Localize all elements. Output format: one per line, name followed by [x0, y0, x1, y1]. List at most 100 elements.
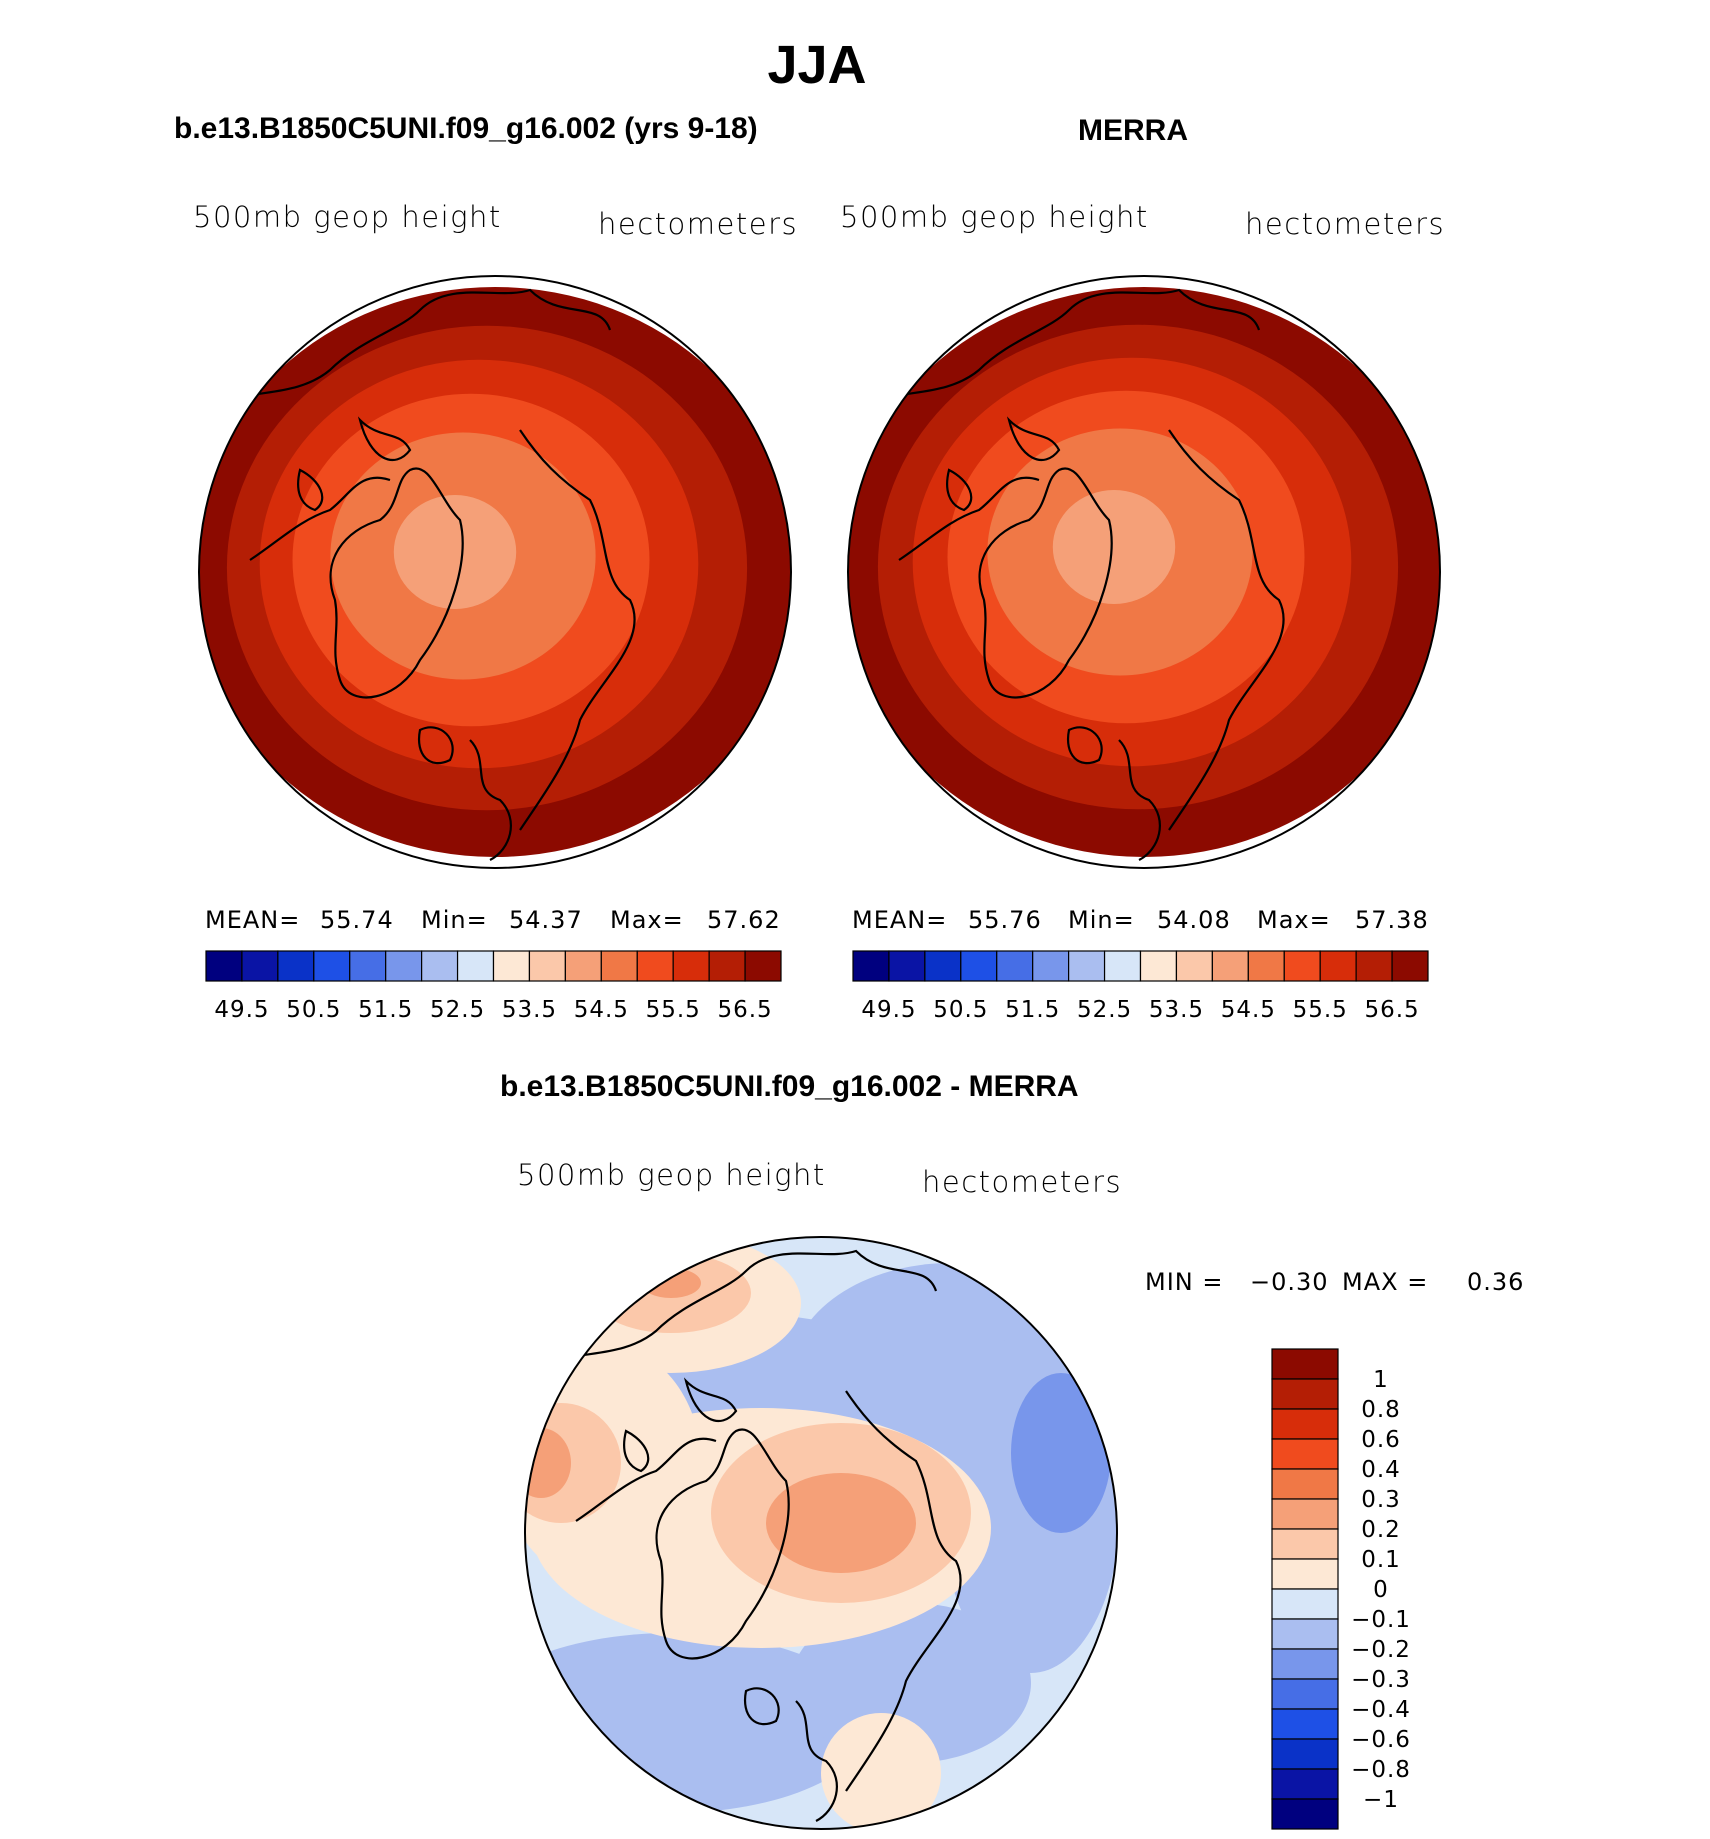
- colorbar-tick-label: 54.5: [1221, 997, 1276, 1023]
- colorbar-swatch: [564, 950, 602, 982]
- colorbar-swatch: [1271, 1408, 1339, 1440]
- colorbar-tick-label: 50.5: [933, 997, 988, 1023]
- panel2-min: 54.08: [1157, 906, 1231, 934]
- panel2-units: hectometers: [1245, 207, 1446, 241]
- colorbar-tick-label: 0.8: [1361, 1397, 1401, 1423]
- diff-contour-band: [1011, 1373, 1111, 1533]
- diff-variable: 500mb geop height: [517, 1158, 826, 1192]
- colorbar-tick-label: 51.5: [1005, 997, 1060, 1023]
- colorbar-swatch: [385, 950, 423, 982]
- diff-coastlines: [555, 1249, 962, 1822]
- panel2-coastlines: [878, 288, 1285, 861]
- colorbar-swatch: [1391, 950, 1429, 982]
- colorbar-tick-label: 56.5: [1364, 997, 1419, 1023]
- colorbar-tick-label: 52.5: [430, 997, 485, 1023]
- colorbar-tick-label: 0.2: [1361, 1517, 1401, 1543]
- diff-map: [524, 1236, 1118, 1830]
- colorbar-tick-label: 0: [1373, 1577, 1389, 1603]
- panel1-variable: 500mb geop height: [193, 200, 502, 234]
- diff-min: −0.30: [1250, 1268, 1329, 1296]
- panel1-max-label: Max=: [610, 906, 684, 934]
- colorbar-tick-label: 49.5: [861, 997, 916, 1023]
- panel1-coastlines: [229, 288, 636, 861]
- colorbar-swatch: [1271, 1798, 1339, 1830]
- colorbar-swatch: [1271, 1618, 1339, 1650]
- colorbar-swatch: [277, 950, 315, 982]
- colorbar-swatch: [1032, 950, 1070, 982]
- colorbar-swatch: [241, 950, 279, 982]
- panel1-units: hectometers: [598, 207, 799, 241]
- colorbar-swatch: [456, 950, 495, 982]
- colorbar-tick-label: −0.6: [1351, 1727, 1411, 1753]
- colorbar-swatch: [600, 950, 638, 982]
- diff-units: hectometers: [922, 1165, 1123, 1199]
- colorbar-tick-label: −0.2: [1351, 1637, 1411, 1663]
- panel1-max: 57.62: [707, 906, 781, 934]
- colorbar-swatch: [1271, 1648, 1339, 1680]
- colorbar-swatch: [1175, 950, 1213, 982]
- diff-max-label: MAX =: [1342, 1268, 1429, 1296]
- panel1-min-label: Min=: [421, 906, 488, 934]
- colorbar-tick-label: 53.5: [502, 997, 557, 1023]
- colorbar-tick-label: 55.5: [646, 997, 701, 1023]
- diff-max: 0.36: [1467, 1268, 1525, 1296]
- colorbar-swatch: [1271, 1348, 1339, 1380]
- colorbar-swatch: [1271, 1438, 1339, 1470]
- panel2-map: [847, 275, 1441, 869]
- colorbar-swatch: [1211, 950, 1249, 982]
- contour-band: [1052, 490, 1176, 604]
- diff-contour-band: [641, 1268, 701, 1298]
- diff-min-label: MIN =: [1145, 1268, 1224, 1296]
- colorbar-tick-label: 53.5: [1149, 997, 1204, 1023]
- colorbar-tick-label: 0.4: [1361, 1457, 1401, 1483]
- panel2-colorbar: 49.5 50.5 51.5 52.5 53.5 54.5 55.5 56.5: [852, 950, 1429, 1023]
- colorbar-swatch: [1271, 1468, 1339, 1500]
- colorbar-swatch: [205, 950, 243, 982]
- colorbar-tick-label: 0.3: [1361, 1487, 1401, 1513]
- colorbar-tick-label: −1: [1363, 1787, 1399, 1813]
- colorbar-swatch: [852, 950, 890, 982]
- colorbar-swatch: [1103, 950, 1142, 982]
- colorbar-swatch: [1139, 950, 1178, 982]
- colorbar-swatch: [349, 950, 387, 982]
- panel1-colorbar: 49.5 50.5 51.5 52.5 53.5 54.5 55.5 56.5: [205, 950, 782, 1023]
- colorbar-swatch: [1271, 1528, 1339, 1560]
- colorbar-swatch: [1271, 1678, 1339, 1710]
- colorbar-swatch: [1271, 1738, 1339, 1770]
- panel1-mean-label: MEAN=: [205, 906, 301, 934]
- panel2-mean-label: MEAN=: [852, 906, 948, 934]
- colorbar-tick-label: 0.6: [1361, 1427, 1401, 1453]
- main-title: JJA: [767, 35, 867, 95]
- colorbar-swatch: [1271, 1708, 1339, 1740]
- colorbar-tick-label: −0.1: [1351, 1607, 1411, 1633]
- panel2-variable: 500mb geop height: [840, 200, 1149, 234]
- panel1-case-title: b.e13.B1850C5UNI.f09_g16.002 (yrs 9-18): [174, 112, 758, 145]
- colorbar-swatch: [996, 950, 1034, 982]
- colorbar-swatch: [1068, 950, 1106, 982]
- colorbar-swatch: [960, 950, 998, 982]
- panel2-mean: 55.76: [968, 906, 1042, 934]
- colorbar-swatch: [528, 950, 566, 982]
- colorbar-swatch: [744, 950, 782, 982]
- colorbar-swatch: [1271, 1768, 1339, 1800]
- colorbar-swatch: [1283, 950, 1321, 982]
- colorbar-swatch: [1271, 1558, 1339, 1590]
- diff-colorbar: 1 0.8 0.6 0.4 0.3 0.2 0.1 0 −0.1 −0.2 −0.3 −0.4 −0.6…: [1271, 1348, 1411, 1830]
- panel2-min-label: Min=: [1068, 906, 1135, 934]
- panel1-mean: 55.74: [320, 906, 394, 934]
- colorbar-tick-label: 50.5: [286, 997, 341, 1023]
- diff-case-title: b.e13.B1850C5UNI.f09_g16.002 - MERRA: [500, 1070, 1079, 1103]
- colorbar-tick-label: 0.1: [1361, 1547, 1401, 1573]
- panel1-map: [198, 275, 792, 869]
- colorbar-tick-label: 55.5: [1293, 997, 1348, 1023]
- panel1-min: 54.37: [509, 906, 583, 934]
- diff-contour-band: [766, 1473, 916, 1573]
- colorbar-swatch: [1271, 1498, 1339, 1530]
- colorbar-tick-label: 1: [1373, 1367, 1389, 1393]
- colorbar-swatch: [924, 950, 962, 982]
- panel2-max: 57.38: [1355, 906, 1429, 934]
- colorbar-swatch: [1271, 1378, 1339, 1410]
- colorbar-tick-label: 52.5: [1077, 997, 1132, 1023]
- colorbar-tick-label: 49.5: [214, 997, 269, 1023]
